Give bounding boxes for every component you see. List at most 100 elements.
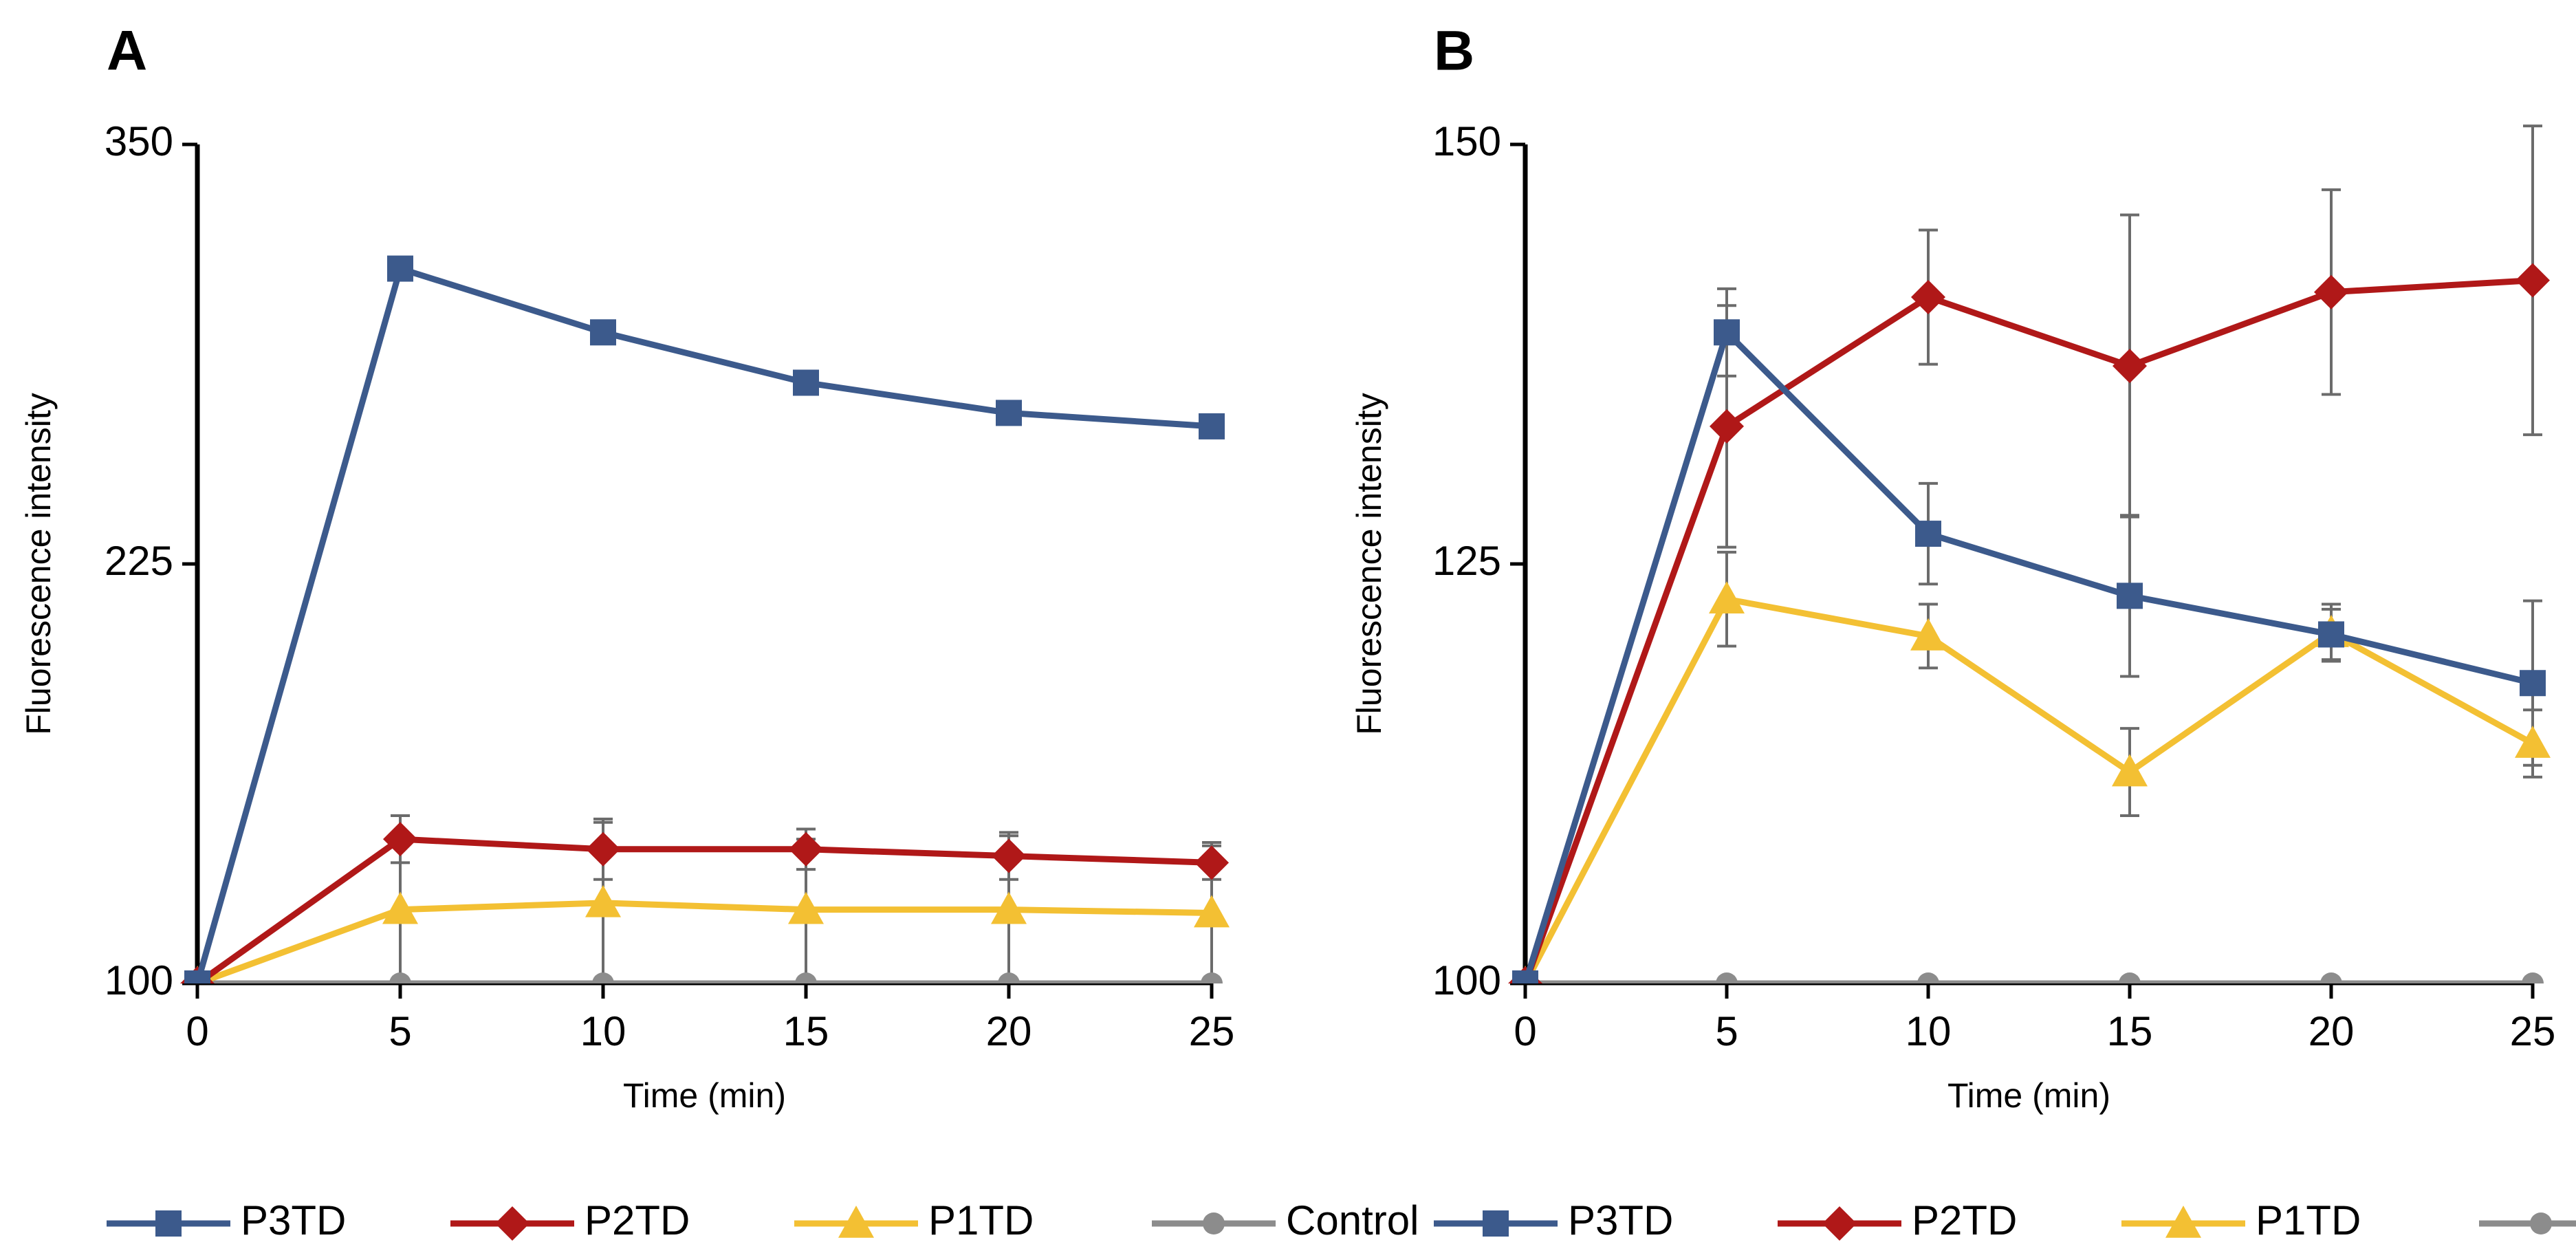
data-point-p3td (1199, 413, 1225, 439)
data-point-p3td (184, 970, 210, 983)
data-point-p3td (1915, 521, 1941, 547)
legend-label: P2TD (585, 1197, 690, 1243)
series-line-p3td (1522, 329, 2534, 983)
series-group (1508, 263, 2551, 983)
legend-item-p3td: P3TD (107, 1197, 346, 1243)
legend-marker (495, 1206, 530, 1241)
legend-label: P2TD (1912, 1197, 2017, 1243)
legend-marker (1483, 1210, 1509, 1237)
legend-marker (838, 1206, 874, 1238)
legend-marker (2530, 1212, 2552, 1234)
data-point-control (998, 972, 1020, 983)
data-point-control (592, 972, 614, 983)
x-tick-label: 25 (1189, 1008, 1235, 1054)
data-point-p3td (2318, 621, 2344, 648)
data-point-p1td (1709, 581, 1745, 614)
data-point-p3td (387, 255, 413, 282)
x-tick-label: 0 (186, 1008, 208, 1054)
legend-item-control: Control (1152, 1197, 1419, 1243)
x-tick-label: 5 (389, 1008, 411, 1054)
x-tick-label: 5 (1715, 1008, 1738, 1054)
data-point-control (2522, 972, 2544, 983)
legend: P3TD P2TD P1TD Control (107, 1197, 1419, 1243)
x-axis-title: Time (min) (1947, 1076, 2110, 1115)
legend-label: P3TD (241, 1197, 346, 1243)
data-point-p1td (585, 884, 621, 917)
data-point-p2td (586, 831, 620, 867)
y-tick-label: 100 (1432, 957, 1501, 1003)
y-tick-label: 225 (105, 538, 173, 584)
error-bars (1717, 124, 2542, 817)
data-point-p2td (992, 838, 1026, 873)
data-point-p1td (1910, 618, 1946, 651)
data-point-control (2119, 972, 2141, 983)
data-point-p1td (382, 891, 418, 924)
chart-panel-b: B 100 125 150 0 5 10 15 20 25 Fluorescence intensi… (1350, 20, 2576, 1243)
x-tick-label: 15 (2107, 1008, 2153, 1054)
series-line-p2td (1522, 277, 2533, 983)
data-point-p2td (789, 831, 823, 867)
data-point-p3td (2520, 670, 2546, 697)
legend-item-p1td: P1TD (794, 1197, 1034, 1243)
legend-label: P1TD (928, 1197, 1034, 1243)
y-tick-label: 350 (105, 118, 173, 164)
data-point-control (389, 972, 411, 983)
x-tick-label: 10 (580, 1008, 626, 1054)
legend-label: P3TD (1568, 1197, 1673, 1243)
series-group (180, 255, 1230, 983)
data-point-control (1716, 972, 1738, 983)
x-tick-label: 20 (986, 1008, 1032, 1054)
data-point-p2td (2314, 274, 2348, 309)
legend-label: Control (1286, 1197, 1419, 1243)
data-point-control (795, 972, 817, 983)
x-tick-label: 15 (783, 1008, 829, 1054)
data-point-p3td (590, 319, 616, 346)
legend-item-control: Control (2479, 1212, 2576, 1234)
data-point-p2td (1710, 409, 1744, 444)
data-point-p2td (383, 822, 417, 857)
data-point-control (2320, 972, 2342, 983)
series-line-p1td (196, 900, 1212, 983)
data-point-p1td (2112, 754, 2148, 787)
data-point-p2td (1911, 280, 1945, 315)
chart-panel-a: A 100 225 350 0 5 10 15 20 25 Fluorescence intensi… (19, 20, 1419, 1243)
data-point-p1td (2515, 726, 2551, 758)
data-point-p2td (2113, 349, 2147, 384)
x-tick-label: 25 (2510, 1008, 2556, 1054)
series-line-p2td (195, 836, 1212, 983)
data-point-p2td (2515, 263, 2550, 298)
data-point-control (1201, 972, 1223, 983)
data-point-p3td (1714, 319, 1740, 346)
legend-item-p1td: P1TD (2121, 1197, 2361, 1243)
panel-label: A (107, 20, 147, 83)
data-point-p1td (788, 891, 824, 924)
legend-label: P1TD (2256, 1197, 2361, 1243)
y-axis-title: Fluorescence intensity (1350, 393, 1388, 735)
legend-marker (155, 1210, 182, 1237)
data-point-p3td (1512, 970, 1538, 983)
legend-marker (1203, 1212, 1225, 1234)
legend-marker (1822, 1206, 1857, 1241)
data-point-p3td (996, 400, 1022, 426)
y-tick-label: 100 (105, 957, 173, 1003)
series-line-p1td (1522, 596, 2535, 983)
series-line-p3td (194, 265, 1212, 983)
x-tick-label: 0 (1514, 1008, 1536, 1054)
data-point-p3td (793, 369, 819, 396)
data-point-p2td (1194, 845, 1229, 880)
x-tick-label: 10 (1906, 1008, 1952, 1054)
data-point-p1td (991, 891, 1027, 924)
legend-item-p3td: P3TD (1434, 1197, 1673, 1243)
legend-marker (2165, 1206, 2201, 1238)
x-axis-title: Time (min) (623, 1076, 786, 1115)
y-axis-title: Fluorescence intensity (19, 393, 58, 735)
legend: P3TD P2TD P1TD Control (1434, 1197, 2576, 1243)
legend-item-p2td: P2TD (1778, 1197, 2017, 1243)
y-tick-label: 125 (1432, 538, 1501, 584)
data-point-control (1917, 972, 1939, 983)
x-tick-label: 20 (2308, 1008, 2355, 1054)
legend-item-p2td: P2TD (450, 1197, 690, 1243)
panel-label: B (1434, 20, 1474, 83)
